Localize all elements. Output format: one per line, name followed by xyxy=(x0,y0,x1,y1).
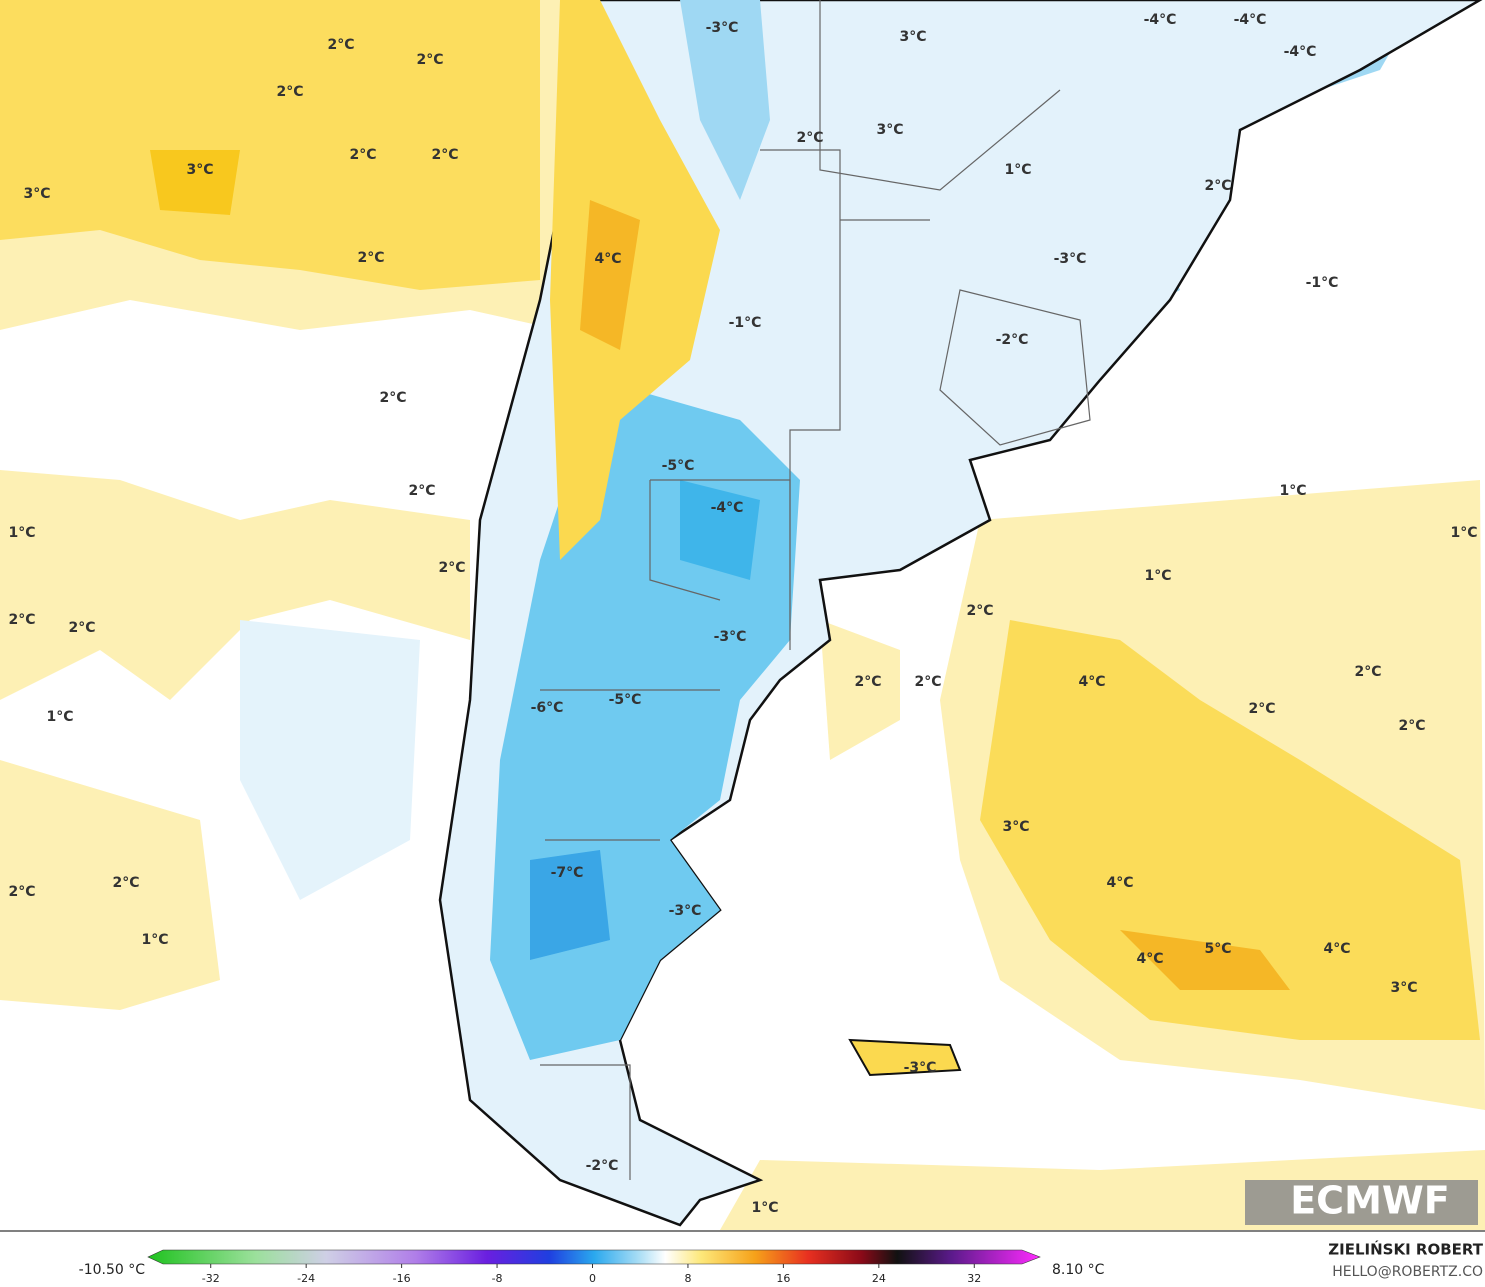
temperature-label: 2°C xyxy=(408,483,435,499)
temperature-label: 2°C xyxy=(357,250,384,266)
colorbar-min: -10.50 °C xyxy=(79,1262,146,1278)
temperature-label: 2°C xyxy=(1354,664,1381,680)
colorbar-tick-label: 0 xyxy=(589,1272,596,1285)
temperature-label: 2°C xyxy=(112,875,139,891)
temperature-label: 1°C xyxy=(751,1200,778,1216)
temperature-label: 2°C xyxy=(1204,178,1231,194)
temperature-label: 4°C xyxy=(1106,875,1133,891)
temperature-label: -4°C xyxy=(1284,44,1317,60)
temperature-label: -3°C xyxy=(714,629,747,645)
email: HELLO@ROBERTZ.CO xyxy=(1332,1264,1483,1280)
map-labels: 2°C 2°C 2°C 3°C 3°C 2°C 2°C 2°C 2°C 2°C 2°C 1°C 2°C 2… xyxy=(8,12,1477,1216)
temperature-label: 1°C xyxy=(1450,525,1477,541)
colorbar-tick-label: 8 xyxy=(684,1272,691,1285)
temperature-label: 2°C xyxy=(966,603,993,619)
colorbar-tick-label: 24 xyxy=(872,1272,886,1285)
temperature-label: 2°C xyxy=(68,620,95,636)
temperature-label: 1°C xyxy=(1279,483,1306,499)
colorbar-tick-label: -16 xyxy=(393,1272,411,1285)
temperature-label: -5°C xyxy=(662,458,695,474)
logo-box xyxy=(1245,1180,1478,1225)
colorbar-tick-label: 32 xyxy=(967,1272,981,1285)
temperature-label: 2°C xyxy=(914,674,941,690)
temperature-label: 1°C xyxy=(8,525,35,541)
temperature-label: 2°C xyxy=(327,37,354,53)
logo: ECMWF xyxy=(1290,1179,1450,1223)
colorbar-tick-label: -8 xyxy=(492,1272,503,1285)
temperature-label: 2°C xyxy=(8,612,35,628)
temperature-label: 2°C xyxy=(854,674,881,690)
temperature-label: 4°C xyxy=(1136,951,1163,967)
temperature-label: 3°C xyxy=(23,186,50,202)
colorbar-tick-label: -32 xyxy=(202,1272,220,1285)
temperature-label: -6°C xyxy=(531,700,564,716)
temperature-label: -2°C xyxy=(996,332,1029,348)
temperature-label: 1°C xyxy=(1004,162,1031,178)
land xyxy=(438,0,1483,1227)
temperature-label: 2°C xyxy=(1398,718,1425,734)
temperature-label: -3°C xyxy=(904,1060,937,1076)
temperature-label: -1°C xyxy=(1306,275,1339,291)
temperature-label: -3°C xyxy=(1054,251,1087,267)
temperature-label: -5°C xyxy=(609,692,642,708)
temperature-label: 4°C xyxy=(1323,941,1350,957)
temperature-label: 3°C xyxy=(1002,819,1029,835)
temperature-label: 2°C xyxy=(379,390,406,406)
temperature-label: 1°C xyxy=(141,932,168,948)
temperature-label: -4°C xyxy=(1234,12,1267,28)
temperature-label: 1°C xyxy=(46,709,73,725)
temperature-label: 2°C xyxy=(276,84,303,100)
temperature-label: 2°C xyxy=(8,884,35,900)
colorbar-tick-label: -24 xyxy=(297,1272,315,1285)
colorbar xyxy=(147,1249,1041,1265)
temperature-label: -2°C xyxy=(586,1158,619,1174)
temperature-label: 2°C xyxy=(349,147,376,163)
temperature-label: -7°C xyxy=(551,865,584,881)
temperature-label: 2°C xyxy=(796,130,823,146)
temperature-label: 3°C xyxy=(186,162,213,178)
temperature-label: 1°C xyxy=(1144,568,1171,584)
temperature-label: 2°C xyxy=(1248,701,1275,717)
temperature-label: 2°C xyxy=(438,560,465,576)
temperature-label: -3°C xyxy=(706,20,739,36)
temperature-label: 4°C xyxy=(594,251,621,267)
temperature-label: 5°C xyxy=(1204,941,1231,957)
colorbar-tick-label: 16 xyxy=(776,1272,790,1285)
temperature-label: -3°C xyxy=(669,903,702,919)
temperature-label: 4°C xyxy=(1078,674,1105,690)
temperature-label: 3°C xyxy=(876,122,903,138)
temperature-label: -4°C xyxy=(1144,12,1177,28)
temperature-label: 3°C xyxy=(899,29,926,45)
temperature-label: 3°C xyxy=(1390,980,1417,996)
author: ZIELIŃSKI ROBERT xyxy=(1328,1240,1483,1259)
colorbar-max: 8.10 °C xyxy=(1052,1262,1105,1278)
temperature-label: 2°C xyxy=(416,52,443,68)
temperature-label: 2°C xyxy=(431,147,458,163)
temperature-label: -4°C xyxy=(711,500,744,516)
temperature-label: -1°C xyxy=(729,315,762,331)
